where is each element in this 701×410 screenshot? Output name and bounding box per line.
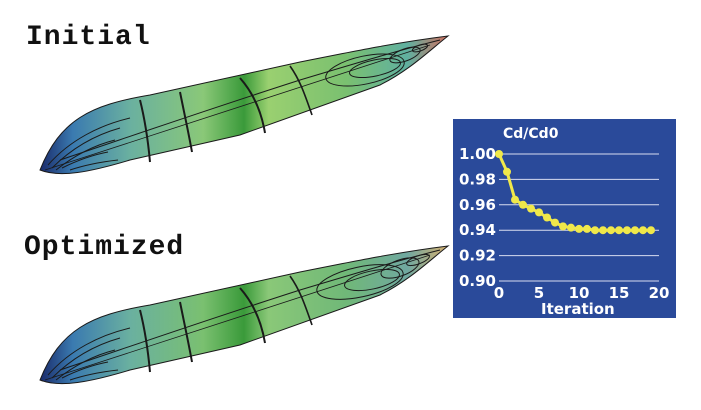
data-point bbox=[551, 218, 559, 227]
data-point bbox=[503, 167, 511, 176]
initial-hull-rendering bbox=[39, 35, 450, 175]
data-point bbox=[495, 150, 503, 158]
y-tick-label: 0.98 bbox=[459, 170, 496, 188]
data-point bbox=[647, 226, 655, 235]
x-tick-label: 0 bbox=[494, 284, 504, 302]
series-points bbox=[495, 150, 655, 235]
data-point bbox=[639, 226, 647, 235]
chart-title: Cd/Cd0 bbox=[503, 126, 559, 142]
chart-background bbox=[453, 119, 676, 318]
data-point bbox=[591, 226, 599, 235]
x-tick-label: 10 bbox=[569, 284, 590, 302]
data-point bbox=[623, 226, 631, 235]
drag-history-chart: Cd/Cd0 1.00 0.98 0.96 0.94 0.92 0.90 0 5 10 15 20… bbox=[453, 119, 676, 318]
data-point bbox=[599, 226, 607, 235]
data-point bbox=[543, 213, 551, 222]
optimized-hull-rendering bbox=[39, 245, 450, 385]
data-point bbox=[511, 195, 519, 204]
data-point bbox=[519, 200, 527, 209]
y-tick-label: 0.90 bbox=[459, 272, 496, 290]
x-tick-label: 5 bbox=[534, 284, 544, 302]
y-tick-label: 1.00 bbox=[459, 145, 496, 163]
data-point bbox=[631, 226, 639, 235]
x-axis-ticks: 0 5 10 15 20 bbox=[494, 284, 670, 302]
x-tick-label: 20 bbox=[649, 284, 670, 302]
optimized-label: Optimized bbox=[24, 232, 185, 263]
initial-label: Initial bbox=[26, 22, 151, 53]
data-point bbox=[615, 226, 623, 235]
data-point bbox=[567, 223, 575, 232]
data-point bbox=[583, 224, 591, 233]
data-point bbox=[527, 204, 535, 213]
y-axis-ticks: 1.00 0.98 0.96 0.94 0.92 0.90 bbox=[459, 145, 496, 290]
y-tick-label: 0.92 bbox=[459, 247, 496, 265]
y-tick-label: 0.96 bbox=[459, 196, 496, 214]
data-point bbox=[575, 224, 583, 233]
data-point bbox=[535, 208, 543, 217]
x-tick-label: 15 bbox=[609, 284, 630, 302]
y-tick-label: 0.94 bbox=[459, 221, 496, 239]
data-point bbox=[607, 226, 615, 235]
data-point bbox=[559, 222, 567, 231]
x-axis-label: Iteration bbox=[541, 300, 615, 318]
